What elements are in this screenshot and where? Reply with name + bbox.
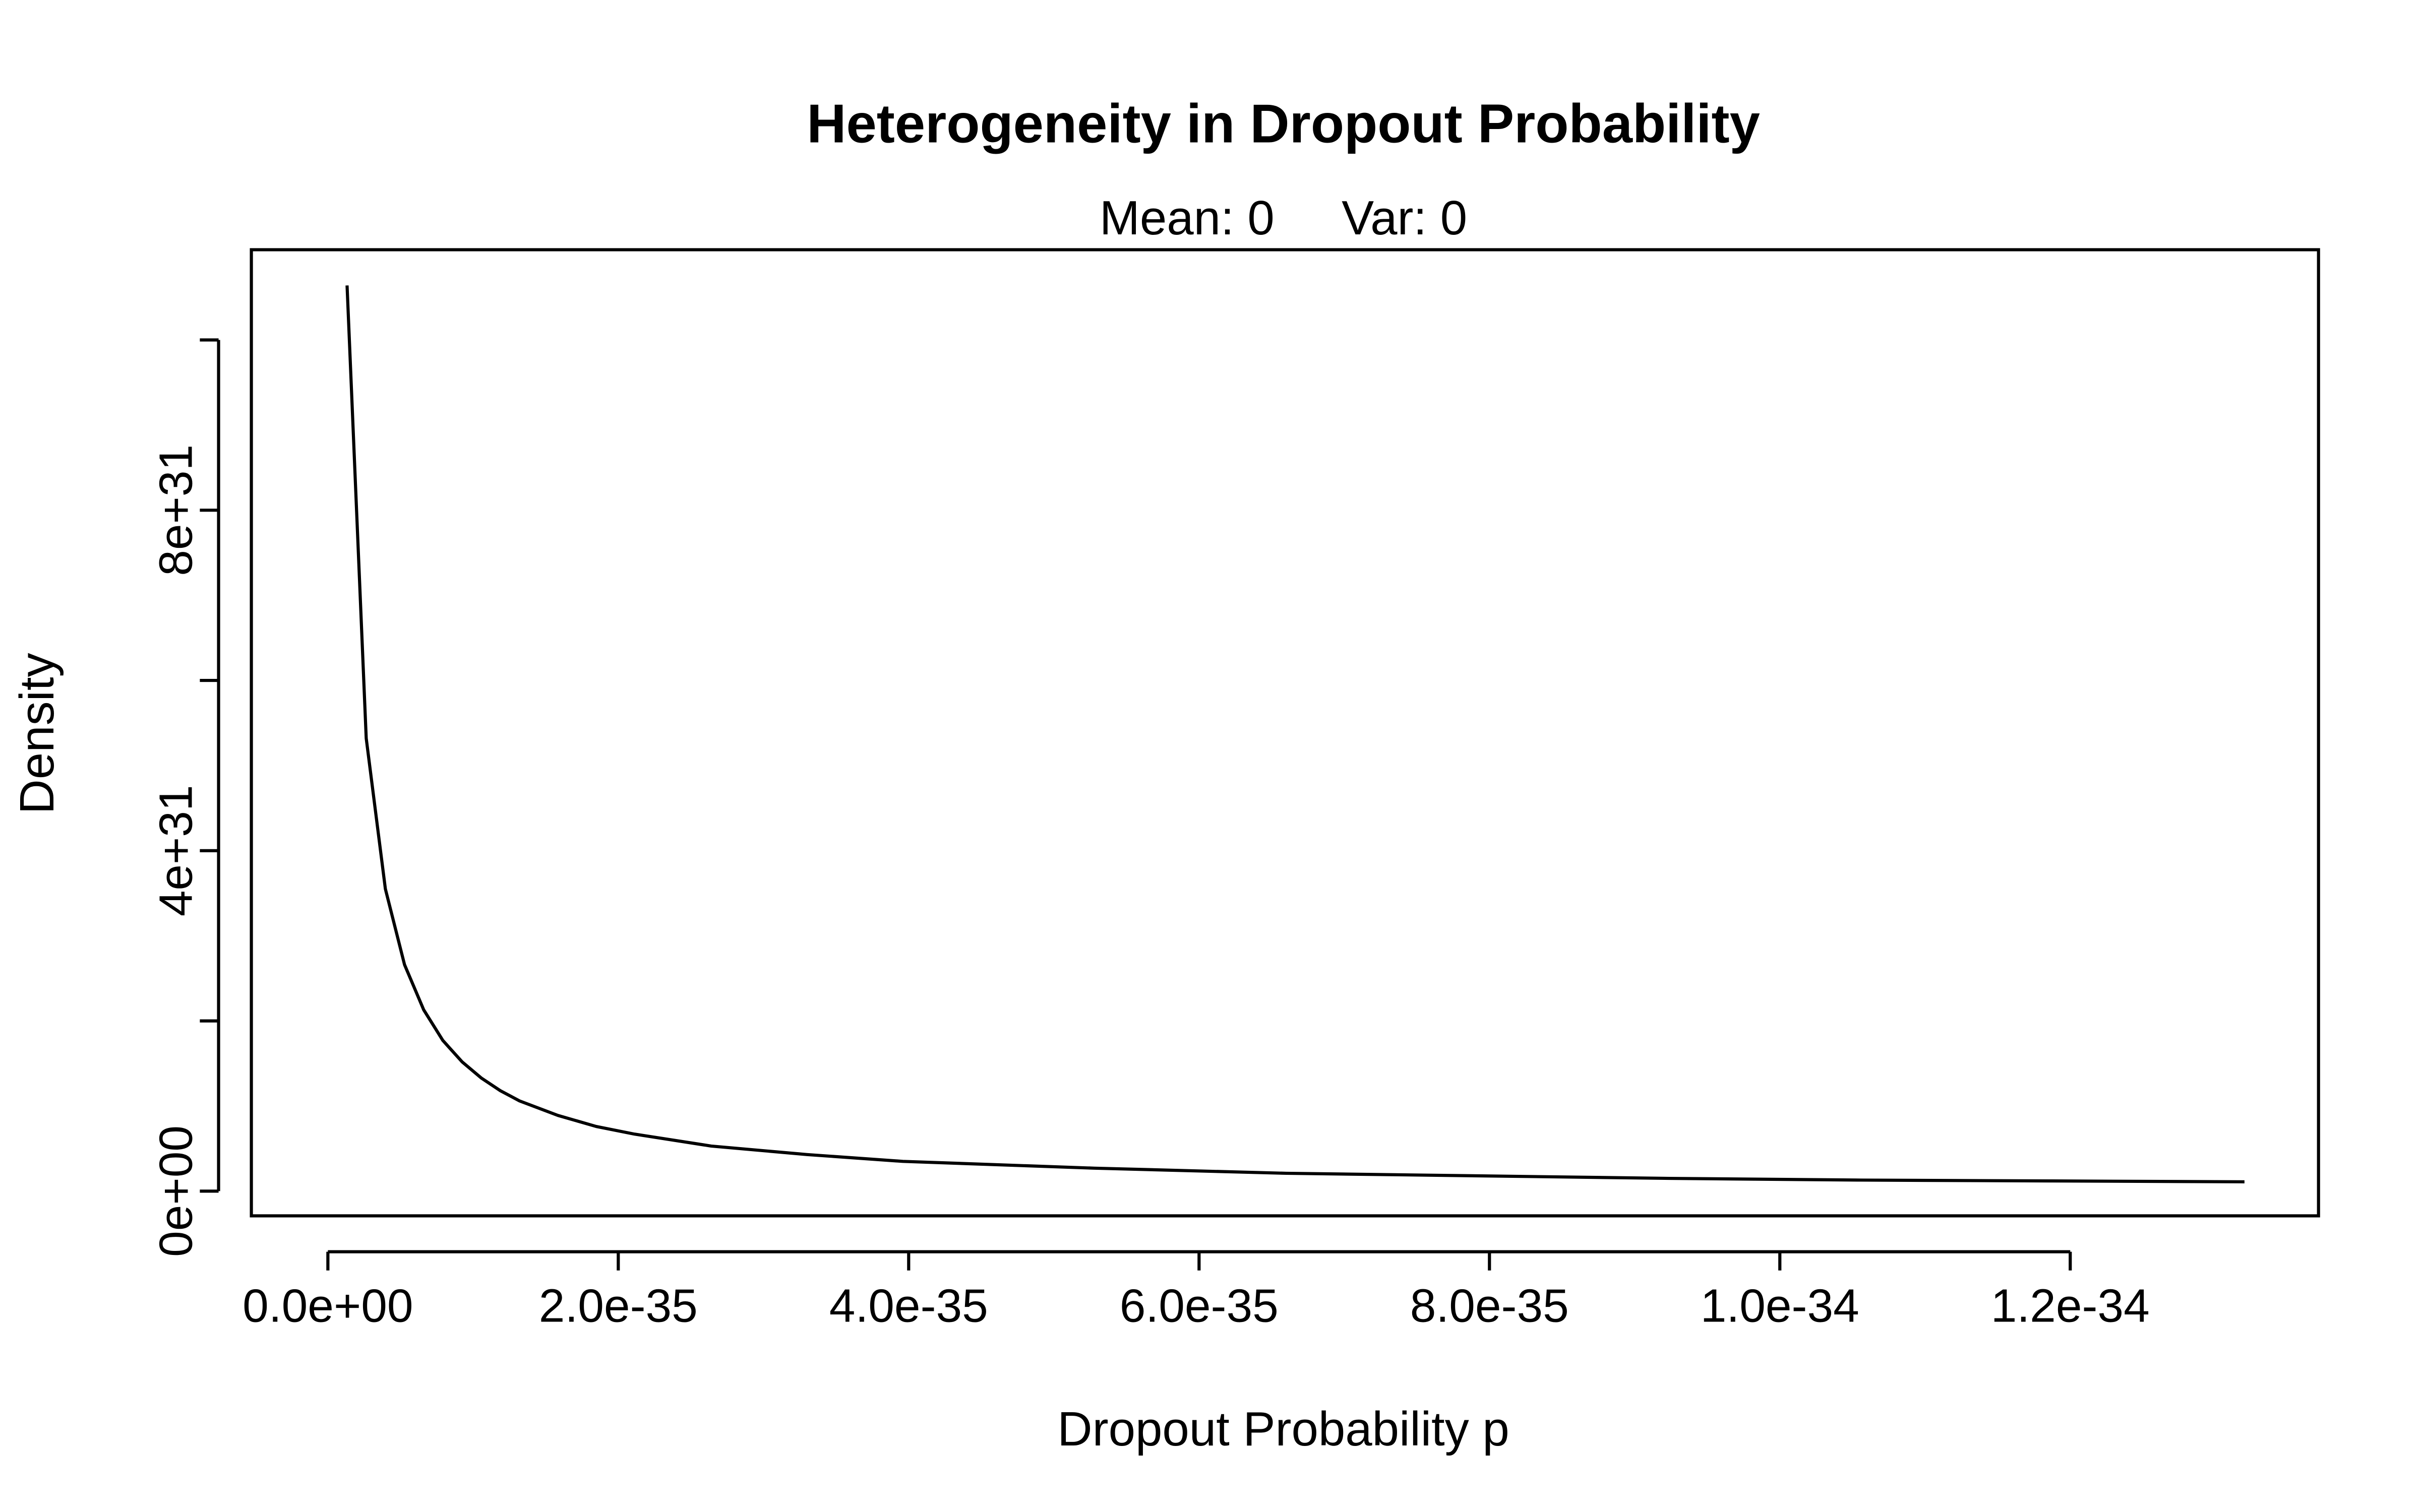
chart-title: Heterogeneity in Dropout Probability bbox=[807, 93, 1760, 154]
chart-subtitle: Mean: 0 Var: 0 bbox=[1100, 191, 1467, 245]
x-tick-label: 0.0e+00 bbox=[243, 1280, 413, 1332]
x-tick-label: 6.0e-35 bbox=[1120, 1280, 1279, 1332]
x-tick-label: 2.0e-35 bbox=[539, 1280, 698, 1332]
x-tick-label: 4.0e-35 bbox=[829, 1280, 988, 1332]
y-axis-label: Density bbox=[10, 653, 64, 814]
plot-frame bbox=[250, 248, 2320, 1218]
x-axis-label: Dropout Probability p bbox=[1057, 1402, 1509, 1456]
y-tick-label: 0e+00 bbox=[150, 1125, 202, 1257]
y-tick-label: 8e+31 bbox=[150, 445, 202, 576]
x-tick-label: 1.2e-34 bbox=[1991, 1280, 2150, 1332]
data-line bbox=[345, 285, 2245, 1183]
y-tick-label: 4e+31 bbox=[150, 785, 202, 916]
x-tick-label: 1.0e-34 bbox=[1701, 1280, 1859, 1332]
x-tick-label: 8.0e-35 bbox=[1410, 1280, 1569, 1332]
